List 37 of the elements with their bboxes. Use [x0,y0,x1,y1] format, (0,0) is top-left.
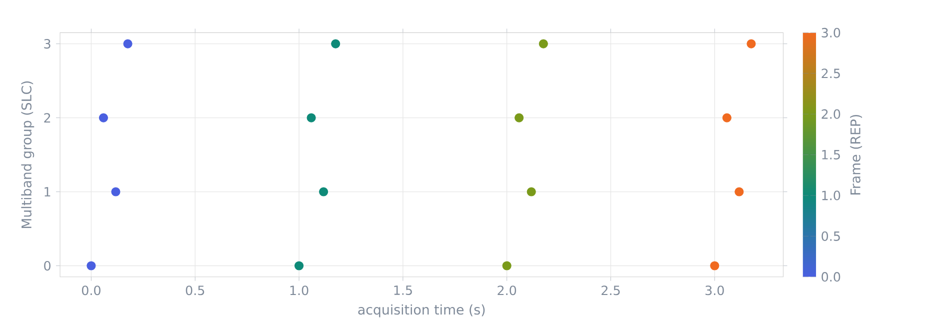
point [294,261,304,270]
x-tick-label: 0.5 [186,285,204,296]
color-bar-label: 1.5 [822,150,840,160]
point [306,113,316,122]
color-bar-label: 0.5 [822,231,840,241]
x-tick-label: 3.0 [706,285,724,296]
y-tick-label: 0 [44,260,50,270]
color-bar-label: 1.0 [822,190,840,200]
point [526,187,536,196]
point [710,261,720,270]
point [111,187,120,196]
x-tick-label: 1.0 [290,285,308,296]
point [502,261,512,270]
point [722,113,732,122]
x-tick-label: 2.0 [498,285,516,296]
color-bar-label: 0.0 [822,272,840,282]
x-axis-title: acquisition time (s) [358,304,485,318]
point [734,187,744,196]
point [123,39,132,48]
x-tick-label: 0.0 [82,285,100,296]
x-tick-label: 1.5 [394,285,412,295]
point [746,39,756,48]
point [86,261,96,270]
point [319,187,328,196]
y-tick-label: 3 [44,38,50,48]
point [514,113,524,122]
y-tick-label: 1 [44,187,50,196]
color-bar-label: 2.5 [822,68,840,78]
x-tick-label: 2.5 [602,285,620,296]
color-bar-title: Frame (REP) [850,114,862,194]
y-tick-label: 2 [44,112,50,122]
color-bar-label: 3.0 [822,28,840,38]
point [98,113,108,122]
point [538,39,548,48]
color-bar-label: 2.0 [822,109,840,119]
y-axis-title: Multiband group (SLC) [21,81,34,228]
point [331,39,340,48]
